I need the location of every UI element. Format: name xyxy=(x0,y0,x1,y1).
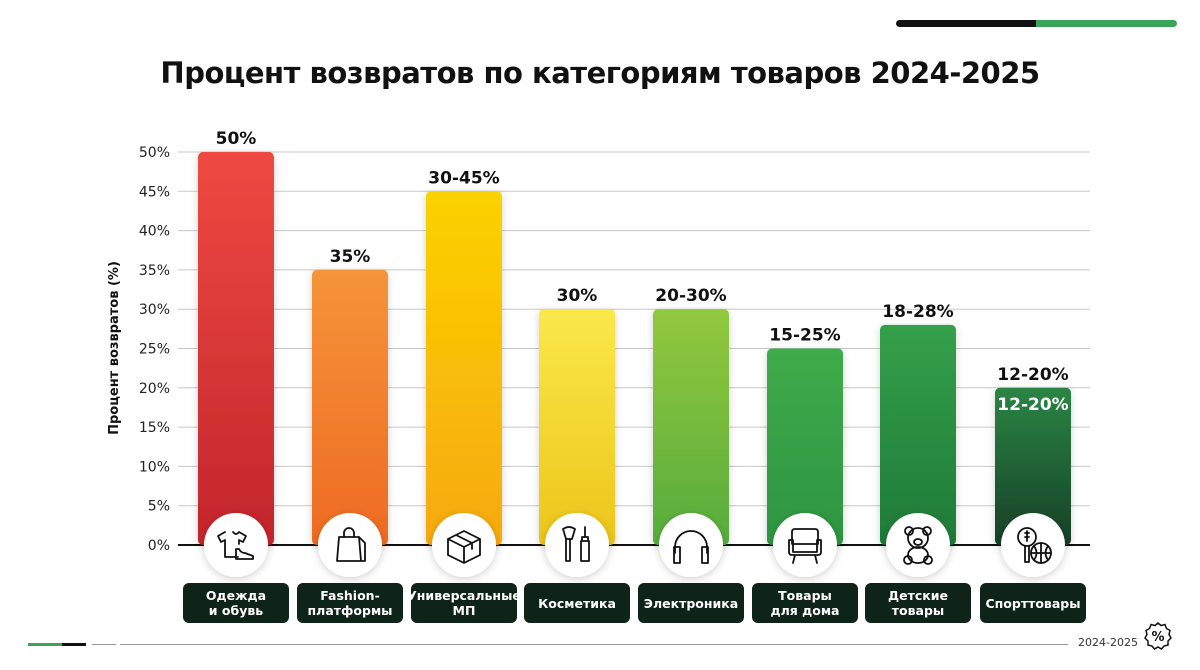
data-label: 15-25% xyxy=(769,326,840,346)
category-label: Одежда и обувь xyxy=(183,583,289,623)
shopping-bag-icon xyxy=(318,513,382,577)
data-label: 20-30% xyxy=(655,286,726,306)
headphones-icon xyxy=(659,513,723,577)
teddy-bear-icon xyxy=(886,513,950,577)
y-tick-label: 50% xyxy=(139,145,170,161)
y-tick-label: 15% xyxy=(139,420,170,436)
makeup-brush-icon xyxy=(545,513,609,577)
bar xyxy=(426,191,502,546)
data-label: 18-28% xyxy=(882,302,953,322)
y-tick-label: 0% xyxy=(148,538,170,554)
decor-bar-green xyxy=(1036,20,1177,27)
inner-data-label: 12-20% xyxy=(997,395,1068,415)
bar xyxy=(198,152,274,545)
data-label: 35% xyxy=(330,247,371,267)
y-tick-label: 40% xyxy=(139,224,170,240)
clothes-shoe-icon xyxy=(204,513,268,577)
y-tick-label: 25% xyxy=(139,342,170,358)
svg-text:%: % xyxy=(1151,630,1164,645)
y-tick-label: 5% xyxy=(148,499,170,515)
data-label: 30-45% xyxy=(428,168,499,188)
bar xyxy=(995,387,1071,545)
bar xyxy=(653,309,729,545)
bar xyxy=(880,324,956,545)
category-label: Универсальные МП xyxy=(407,583,521,623)
chart-title: Процент возвратов по категориям товаров … xyxy=(160,56,1040,90)
footer-decor-grey xyxy=(92,644,116,645)
category-label: Спорттовары xyxy=(980,583,1086,623)
data-label: 30% xyxy=(557,286,598,306)
category-label: Fashion- платформы xyxy=(297,583,403,623)
category-label: Электроника xyxy=(638,583,744,623)
footer-year: 2024-2025 xyxy=(1078,636,1138,649)
y-tick-label: 30% xyxy=(139,302,170,318)
bar xyxy=(312,269,388,545)
decor-bar-dark xyxy=(896,20,1038,27)
box-icon xyxy=(432,513,496,577)
y-tick-label: 45% xyxy=(139,184,170,200)
sports-icon xyxy=(1001,513,1065,577)
armchair-icon xyxy=(773,513,837,577)
y-tick-label: 20% xyxy=(139,381,170,397)
y-axis-label: Процент возвратов (%) xyxy=(107,261,122,435)
footer-decor-dark xyxy=(62,643,86,646)
bar xyxy=(767,348,843,545)
bar xyxy=(539,309,615,545)
percent-badge-icon: % xyxy=(1144,622,1172,650)
footer-line xyxy=(120,644,1068,645)
data-label: 50% xyxy=(216,129,257,149)
y-tick-label: 10% xyxy=(139,459,170,475)
data-label: 12-20% xyxy=(997,365,1068,385)
category-label: Косметика xyxy=(524,583,630,623)
category-label: Детские товары xyxy=(865,583,971,623)
footer-decor-green xyxy=(28,643,62,646)
category-label: Товары для дома xyxy=(752,583,858,623)
y-tick-label: 35% xyxy=(139,263,170,279)
